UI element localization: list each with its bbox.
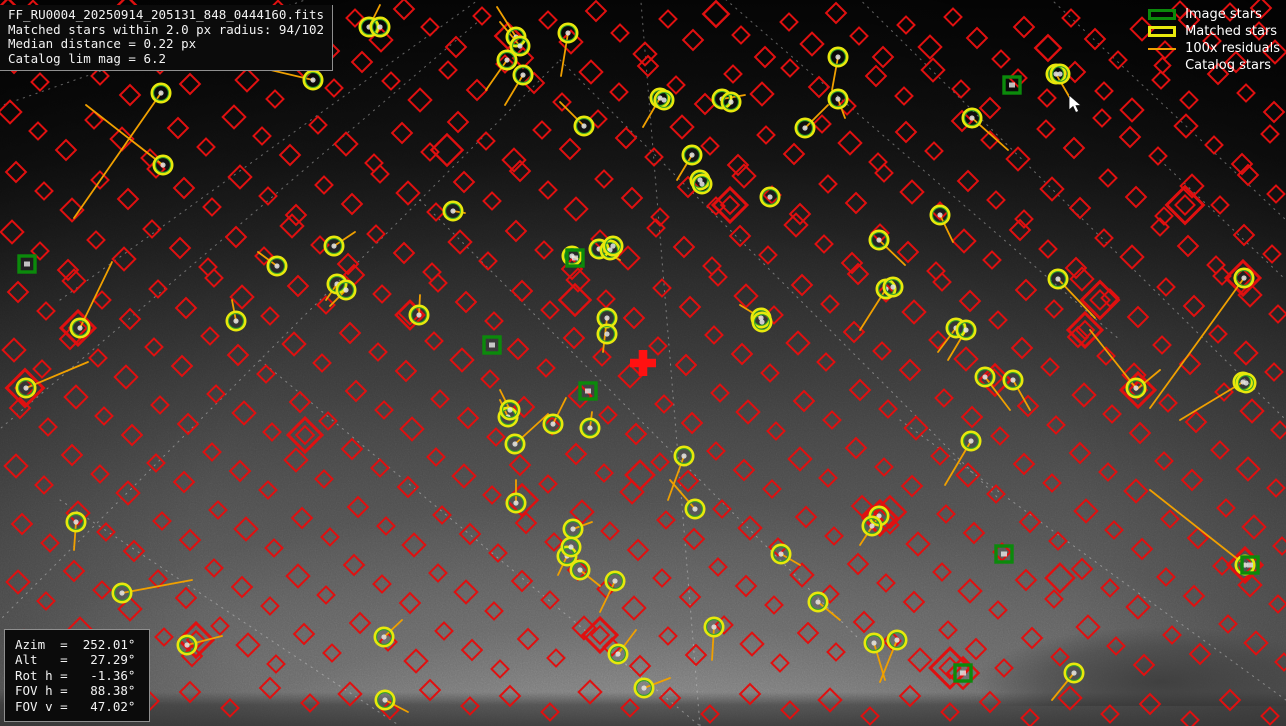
legend-label: Image stars (1185, 7, 1262, 22)
legend-label: 100x residuals (1185, 41, 1280, 56)
legend-key-rect (1146, 25, 1178, 39)
legend-label: Matched stars (1185, 24, 1278, 39)
legend-item-100x-residuals: 100x residuals (1146, 40, 1280, 57)
legend-diamond-icon (1152, 56, 1172, 75)
legend-key-rect (1146, 8, 1178, 22)
legend-item-catalog-stars: Catalog stars (1146, 56, 1280, 75)
overlay-legend: Image stars Matched stars 100x residuals Ca… (1146, 6, 1280, 75)
frame-info-box: FF_RU0004_20250914_205131_848_0444160.fi… (0, 5, 334, 71)
legend-key-line (1146, 42, 1178, 56)
legend-line-icon (1148, 47, 1177, 50)
catalog-lim-mag: Catalog lim mag = 6.2 (8, 50, 167, 66)
median-distance: Median distance = 0.22 px (8, 36, 197, 51)
pointing-telemetry-box: Azim = 252.01° Alt = 27.29° Rot h = -1.3… (4, 628, 151, 722)
legend-label: Catalog stars (1185, 58, 1272, 73)
legend-item-matched-stars: Matched stars (1146, 23, 1280, 40)
legend-item-image-stars: Image stars (1146, 6, 1280, 23)
legend-key-diamond (1146, 56, 1178, 75)
legend-rect-icon (1148, 9, 1177, 20)
legend-rect-icon (1148, 26, 1177, 37)
matched-stars-summary: Matched stars within 2.0 px radius: 94/1… (8, 21, 325, 37)
frame-filename: FF_RU0004_20250914_205131_848_0444160.fi… (8, 7, 325, 22)
